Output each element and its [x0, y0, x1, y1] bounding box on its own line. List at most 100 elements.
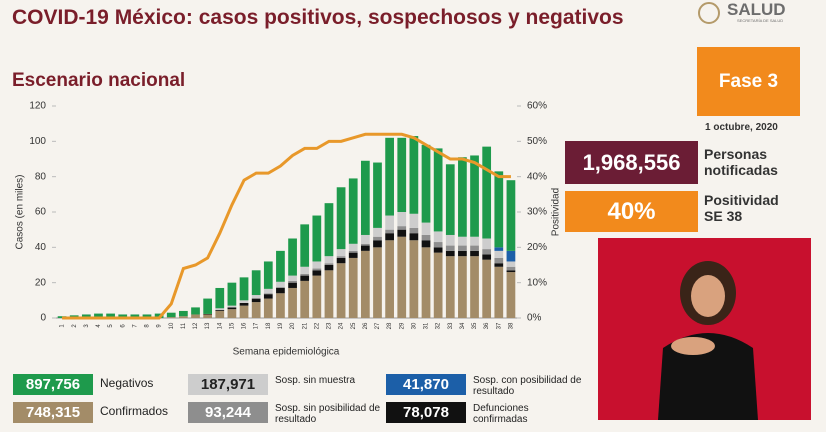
- bar-segment: [288, 282, 297, 288]
- phase: Fase 3: [697, 47, 800, 116]
- bar-segment: [494, 247, 504, 251]
- bar-segment: [276, 287, 285, 288]
- bar-segment: [324, 203, 334, 257]
- bar-segment: [227, 282, 237, 306]
- bar-segment: [409, 136, 419, 214]
- bar-segment: [433, 231, 443, 243]
- bar-segment: [470, 245, 479, 251]
- bar-segment: [300, 280, 310, 318]
- y2-tick-label: 60%: [527, 101, 547, 112]
- bar-segment: [300, 266, 310, 274]
- bar-segment: [360, 234, 370, 244]
- x-tick-label: 1: [60, 324, 66, 328]
- bar-segment: [397, 226, 407, 230]
- x-tick-label: 37: [496, 322, 502, 329]
- bar-segment: [409, 233, 419, 241]
- bar-segment: [288, 275, 297, 281]
- x-tick-label: 24: [339, 322, 345, 329]
- x-tick-label: 13: [205, 322, 211, 329]
- legend-label: Sosp. sin posibilidad de resultado: [275, 403, 381, 425]
- y2-tick-label: 10%: [527, 277, 547, 288]
- bar-segment: [312, 215, 322, 262]
- bar-segment: [179, 316, 188, 318]
- y-tick-label: 80: [35, 171, 47, 182]
- x-tick-label: 22: [314, 322, 320, 329]
- bar-segment: [482, 254, 492, 260]
- bar-segment: [94, 313, 103, 318]
- legend-value: 78,078: [386, 402, 466, 423]
- x-tick-label: 29: [399, 322, 405, 329]
- bar-segment: [421, 240, 431, 248]
- y2-axis-label: Positividad: [551, 188, 560, 236]
- bar-segment: [421, 222, 431, 235]
- bar-segment: [203, 314, 213, 318]
- bar-segment: [312, 261, 322, 269]
- bar-segment: [300, 273, 310, 276]
- bar-segment: [263, 288, 273, 294]
- bar-segment: [348, 243, 358, 251]
- y-tick-label: 40: [35, 242, 47, 253]
- legend-value: 93,244: [188, 402, 268, 423]
- x-tick-label: 27: [375, 322, 381, 329]
- bar-segment: [203, 313, 213, 315]
- x-tick-label: 7: [132, 324, 138, 328]
- bar-segment: [348, 257, 358, 318]
- bar-segment: [276, 281, 285, 288]
- bar-segment: [263, 298, 273, 318]
- bar-segment: [506, 261, 516, 267]
- x-axis-label: Semana epidemiológica: [233, 347, 340, 358]
- x-tick-label: 31: [424, 322, 430, 329]
- chart: Casos (en miles) Positividad Semana epid…: [15, 101, 560, 358]
- bar-segment: [409, 213, 419, 228]
- bar-segment: [506, 270, 516, 273]
- bar-segment: [263, 294, 273, 299]
- bar-segment: [348, 178, 358, 244]
- bar-segment: [276, 293, 285, 318]
- bar-segment: [445, 250, 455, 257]
- y-axis-label: Casos (en miles): [15, 174, 26, 249]
- bar-segment: [191, 307, 200, 315]
- bar-segment: [458, 236, 467, 246]
- x-tick-label: 26: [363, 322, 369, 329]
- bar-segment: [506, 250, 516, 262]
- bar-segment: [397, 229, 407, 237]
- bar-segment: [166, 317, 176, 318]
- legend-label: Sosp. sin muestra: [275, 375, 356, 386]
- logo: SALUD: [727, 0, 786, 19]
- bar-segment: [482, 259, 492, 318]
- bar-segment: [239, 277, 249, 301]
- bar-segment: [433, 242, 443, 248]
- x-tick-label: 20: [290, 322, 296, 329]
- bar-segment: [215, 308, 225, 311]
- bar-segment: [227, 305, 237, 308]
- bar-segment: [373, 236, 382, 241]
- bar-segment: [373, 162, 382, 228]
- bar-segment: [385, 137, 394, 216]
- logo-sub: SECRETARÍA DE SALUD: [737, 18, 784, 23]
- bar-segment: [263, 261, 273, 289]
- x-tick-label: 34: [460, 322, 466, 329]
- bar-segment: [470, 256, 479, 318]
- bar-segment: [336, 257, 346, 264]
- bar-segment: [324, 270, 334, 318]
- legend-value: 41,870: [386, 374, 466, 395]
- positivity-line: [62, 132, 511, 320]
- bar-segment: [360, 243, 370, 246]
- bar-segment: [300, 275, 310, 281]
- bar-segment: [506, 180, 516, 251]
- logo-emblem: [698, 2, 720, 24]
- x-tick-label: 4: [96, 324, 102, 328]
- bar-segment: [506, 272, 516, 318]
- bar-segment: [385, 215, 394, 230]
- y-tick-label: 60: [35, 207, 47, 218]
- date: 1 octubre, 2020: [705, 122, 778, 133]
- bar-segment: [445, 234, 455, 246]
- x-tick-label: 25: [351, 322, 357, 329]
- bar-segment: [130, 314, 140, 318]
- y2-tick-label: 30%: [527, 207, 547, 218]
- bar-segment: [458, 245, 467, 251]
- x-tick-label: 15: [229, 322, 235, 329]
- bar-segment: [336, 256, 346, 258]
- x-tick-label: 9: [157, 324, 163, 328]
- bar-segment: [227, 307, 237, 310]
